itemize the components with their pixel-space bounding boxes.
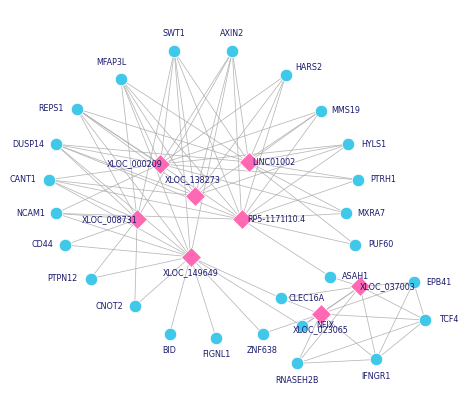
Text: CD44: CD44 [31, 241, 53, 249]
Text: ASAH1: ASAH1 [342, 272, 369, 281]
Text: MXRA7: MXRA7 [358, 209, 386, 218]
Text: RNASEH2B: RNASEH2B [276, 376, 319, 384]
Text: ZNF638: ZNF638 [247, 346, 278, 355]
Text: SWT1: SWT1 [163, 29, 186, 38]
Text: FIGNL1: FIGNL1 [202, 350, 230, 359]
Text: CANT1: CANT1 [10, 175, 36, 184]
Text: NCAM1: NCAM1 [16, 209, 45, 218]
Text: PTRH1: PTRH1 [370, 175, 396, 184]
Text: XLOC_037003: XLOC_037003 [360, 282, 416, 291]
Text: IFNGR1: IFNGR1 [362, 372, 391, 380]
Text: NFIX: NFIX [316, 322, 334, 330]
Text: MMS19: MMS19 [332, 106, 361, 115]
Text: AXIN2: AXIN2 [220, 29, 245, 38]
Text: XLOC_008731: XLOC_008731 [82, 215, 137, 224]
Text: LINC01002: LINC01002 [253, 158, 296, 166]
Text: TCF4: TCF4 [438, 316, 458, 324]
Text: RP5-1171I10.4: RP5-1171I10.4 [247, 215, 306, 224]
Text: XLOC_023065: XLOC_023065 [292, 325, 348, 334]
Text: XLOC_138273: XLOC_138273 [165, 175, 221, 184]
Text: HYLS1: HYLS1 [362, 140, 387, 149]
Text: PUF60: PUF60 [368, 241, 393, 249]
Text: CLEC16A: CLEC16A [289, 294, 325, 303]
Text: BID: BID [163, 346, 177, 355]
Text: MFAP3L: MFAP3L [96, 58, 127, 67]
Text: EPB41: EPB41 [427, 278, 452, 287]
Text: HARS2: HARS2 [295, 63, 323, 72]
Text: DUSP14: DUSP14 [12, 140, 44, 149]
Text: XLOC_149649: XLOC_149649 [163, 268, 219, 277]
Text: REPS1: REPS1 [38, 104, 64, 113]
Text: PTPN12: PTPN12 [48, 274, 78, 283]
Text: XLOC_000209: XLOC_000209 [107, 160, 163, 168]
Text: CNOT2: CNOT2 [95, 302, 123, 311]
